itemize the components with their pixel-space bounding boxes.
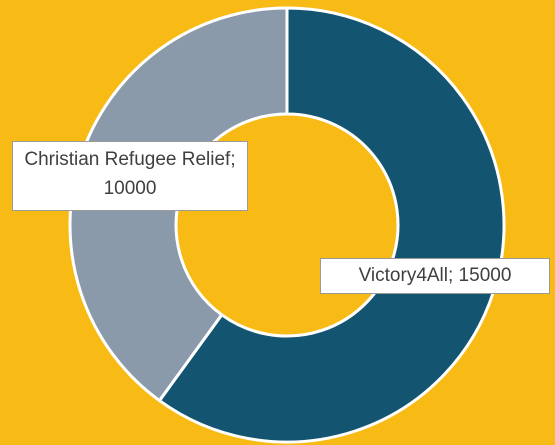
donut-slice-christian-refugee-relief [68,6,289,403]
data-label-christian-refugee-relief: Christian Refugee Relief; 10000 [12,141,248,211]
data-label-victory4all: Victory4All; 15000 [320,258,550,294]
donut-slice-victory4all [157,6,506,444]
